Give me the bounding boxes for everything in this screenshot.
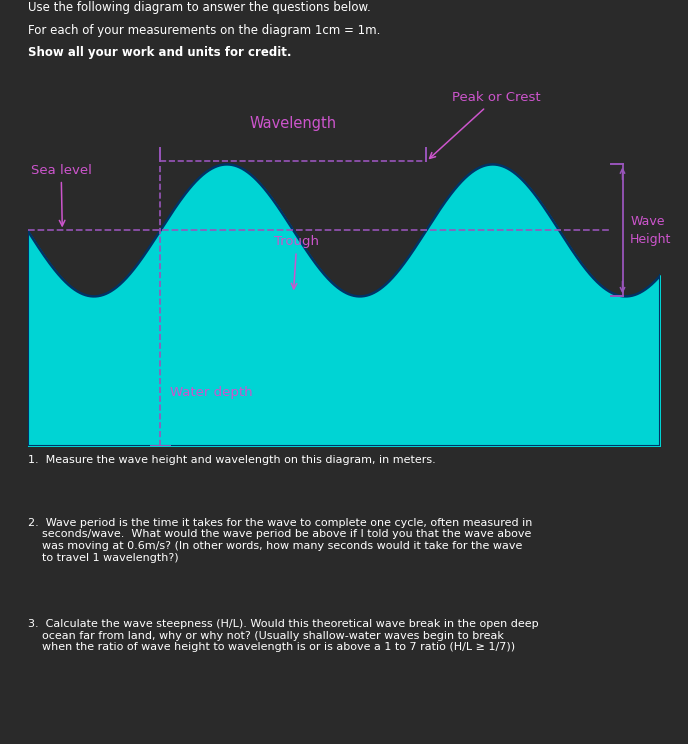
Text: Show all your work and units for credit.: Show all your work and units for credit.	[28, 46, 291, 59]
Text: For each of your measurements on the diagram 1cm = 1m.: For each of your measurements on the dia…	[28, 24, 380, 36]
Text: Trough: Trough	[275, 235, 319, 289]
Text: Wave
Height: Wave Height	[630, 215, 671, 246]
Text: 2.  Wave period is the time it takes for the wave to complete one cycle, often m: 2. Wave period is the time it takes for …	[28, 518, 532, 562]
Text: Wavelength: Wavelength	[250, 116, 337, 132]
Text: 1.  Measure the wave height and wavelength on this diagram, in meters.: 1. Measure the wave height and wavelengt…	[28, 455, 436, 465]
Text: Peak or Crest: Peak or Crest	[429, 92, 540, 158]
Text: Use the following diagram to answer the questions below.: Use the following diagram to answer the …	[28, 1, 370, 14]
Text: Water depth: Water depth	[170, 386, 252, 399]
Text: 3.  Calculate the wave steepness (H/L). Would this theoretical wave break in the: 3. Calculate the wave steepness (H/L). W…	[28, 619, 538, 652]
Text: Sea level: Sea level	[31, 164, 92, 226]
